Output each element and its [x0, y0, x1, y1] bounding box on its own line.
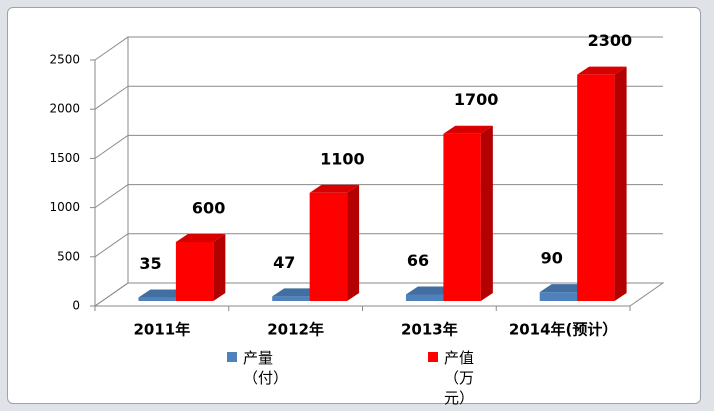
y-tick-label: 500 [57, 249, 80, 263]
y-tick-label: 1000 [49, 200, 80, 214]
bar [272, 296, 310, 301]
y-tick-label: 2500 [49, 53, 80, 67]
bar-top [138, 289, 188, 298]
bar [309, 192, 348, 301]
bar-side [614, 66, 627, 302]
grid-line [94, 85, 663, 110]
bar [175, 241, 214, 301]
legend-swatch [428, 352, 438, 362]
x-tick-label: 2014年(预计） [509, 321, 618, 339]
data-label: 600 [192, 198, 225, 217]
bar-top [309, 184, 360, 193]
data-label: 90 [541, 249, 563, 268]
bar-top [175, 233, 226, 242]
data-label: 47 [273, 253, 295, 272]
bar-top [405, 286, 456, 295]
bar [577, 74, 615, 302]
legend-label: 产量（付） [243, 349, 289, 387]
bar [443, 133, 481, 301]
x-tick-label: 2011年 [134, 321, 191, 339]
x-tick-label: 2013年 [401, 321, 458, 339]
y-tick-label: 1500 [49, 151, 80, 165]
legend-swatch [227, 352, 237, 362]
data-label: 2300 [588, 31, 633, 50]
bar-side [480, 125, 493, 301]
legend-label: 产值（万元） [444, 349, 475, 407]
bar-side [213, 233, 226, 301]
bar-top [443, 125, 493, 134]
grid-line [94, 36, 663, 61]
data-label: 1700 [454, 90, 499, 109]
data-label: 66 [407, 251, 429, 270]
bar-top [272, 288, 322, 297]
bar-top [577, 66, 627, 75]
data-label: 1100 [320, 149, 365, 168]
bar [138, 297, 176, 301]
bar [539, 292, 578, 301]
x-tick-label: 2012年 [267, 321, 324, 339]
y-tick-label: 0 [72, 299, 80, 313]
bar-side [347, 184, 360, 301]
bar-top [539, 284, 590, 293]
data-label: 35 [139, 254, 161, 273]
y-tick-label: 2000 [49, 102, 80, 116]
bar [405, 294, 444, 301]
